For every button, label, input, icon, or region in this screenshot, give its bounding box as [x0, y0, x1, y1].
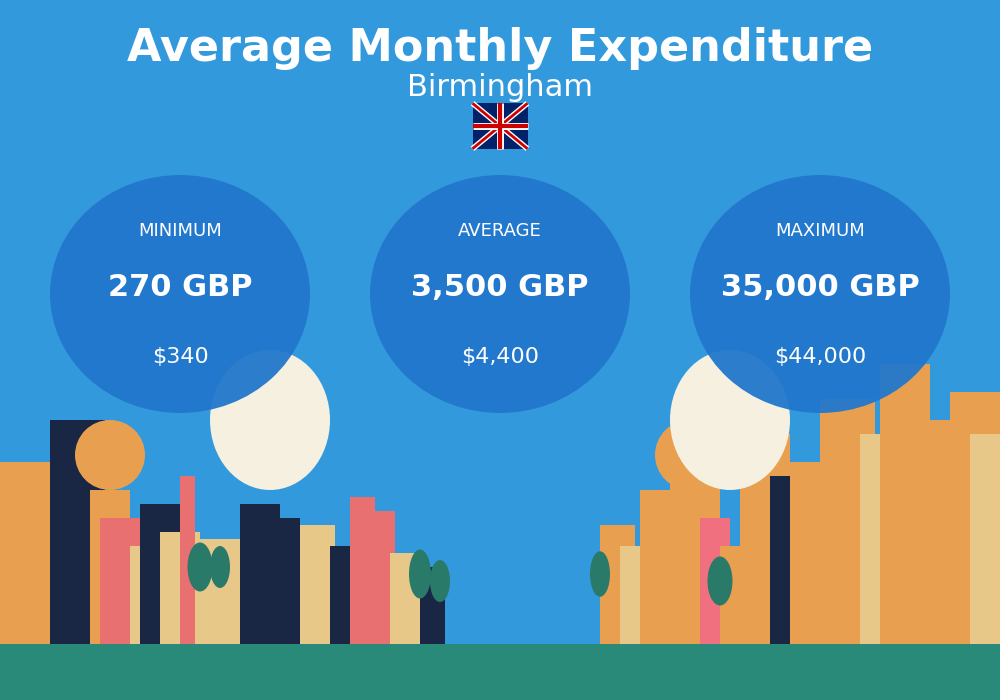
Bar	[600, 525, 635, 644]
Text: Birmingham: Birmingham	[407, 73, 593, 102]
Bar	[370, 511, 395, 644]
Bar	[640, 490, 680, 644]
Ellipse shape	[590, 552, 610, 596]
Bar	[770, 476, 800, 644]
Bar	[130, 546, 165, 644]
Text: AVERAGE: AVERAGE	[458, 222, 542, 240]
Bar	[50, 420, 105, 644]
Ellipse shape	[210, 546, 230, 588]
Bar	[390, 553, 420, 644]
Bar	[950, 392, 1000, 644]
Ellipse shape	[655, 420, 725, 490]
Bar	[473, 103, 528, 149]
Bar	[970, 434, 1000, 644]
Text: 270 GBP: 270 GBP	[108, 272, 252, 302]
Bar	[90, 490, 130, 644]
Bar	[330, 546, 360, 644]
Ellipse shape	[75, 420, 145, 490]
Ellipse shape	[188, 542, 212, 592]
Text: MINIMUM: MINIMUM	[138, 222, 222, 240]
Text: $4,400: $4,400	[461, 347, 539, 367]
Bar	[920, 420, 960, 644]
Bar	[740, 434, 790, 644]
Bar	[0, 462, 60, 644]
Text: 3,500 GBP: 3,500 GBP	[411, 272, 589, 302]
Ellipse shape	[409, 550, 431, 598]
Bar	[670, 448, 720, 644]
Text: Average Monthly Expenditure: Average Monthly Expenditure	[127, 27, 873, 71]
Bar	[200, 539, 240, 644]
Bar	[350, 497, 375, 644]
Text: $340: $340	[152, 347, 208, 367]
Bar	[700, 518, 730, 644]
Ellipse shape	[670, 350, 790, 490]
Bar	[300, 525, 335, 644]
Bar	[880, 364, 930, 644]
Ellipse shape	[708, 556, 732, 606]
Bar	[620, 546, 650, 644]
Bar	[240, 504, 280, 644]
Bar	[720, 546, 745, 644]
Text: $44,000: $44,000	[774, 347, 866, 367]
Bar	[140, 504, 180, 644]
Ellipse shape	[210, 350, 330, 490]
Bar	[820, 399, 875, 644]
Bar	[220, 553, 250, 644]
Bar	[790, 462, 830, 644]
Bar	[100, 518, 145, 644]
Bar	[160, 532, 200, 644]
FancyBboxPatch shape	[0, 644, 1000, 700]
Ellipse shape	[370, 175, 630, 413]
Ellipse shape	[690, 175, 950, 413]
Text: MAXIMUM: MAXIMUM	[775, 222, 865, 240]
Bar	[420, 567, 445, 644]
Bar	[10, 490, 65, 644]
Bar	[260, 518, 300, 644]
Text: 35,000 GBP: 35,000 GBP	[721, 272, 919, 302]
Bar	[180, 476, 195, 644]
Bar	[860, 434, 895, 644]
Ellipse shape	[50, 175, 310, 413]
Ellipse shape	[430, 560, 450, 602]
